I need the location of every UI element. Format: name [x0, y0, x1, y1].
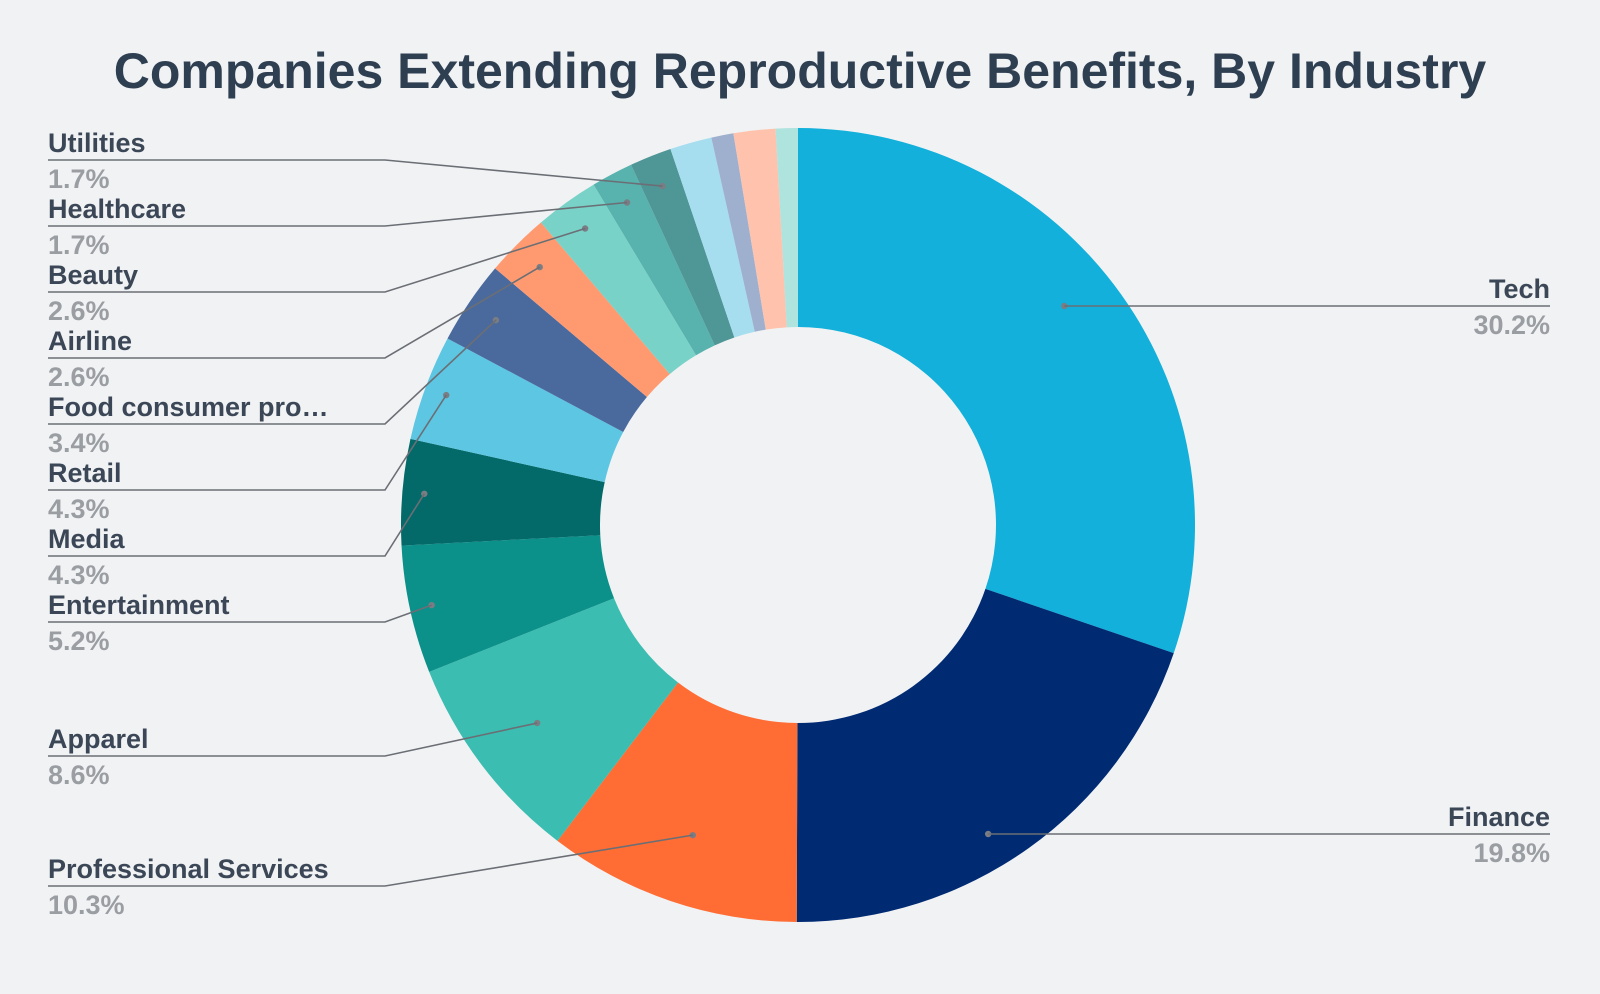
slice-media	[401, 438, 605, 546]
slice-value-media: 4.3%	[48, 560, 110, 590]
leader-line-professional-services	[48, 834, 693, 887]
slice-apparel	[429, 598, 679, 841]
slice-value-airline: 2.6%	[48, 362, 110, 392]
slice-slice-12	[670, 137, 755, 338]
slice-label-finance: Finance	[1448, 802, 1550, 832]
leader-line-beauty	[48, 227, 586, 293]
slice-label-retail: Retail	[48, 458, 122, 488]
leader-lines	[48, 159, 1550, 887]
slice-label-airline: Airline	[48, 326, 132, 356]
slice-label-tech: Tech	[1489, 274, 1550, 304]
leader-line-apparel	[48, 722, 538, 757]
slice-value-utilities: 1.7%	[48, 164, 110, 194]
slice-value-tech: 30.2%	[1473, 310, 1550, 340]
slice-value-beauty: 2.6%	[48, 296, 110, 326]
slice-label-professional-services: Professional Services	[48, 854, 329, 884]
leader-line-retail	[48, 394, 447, 491]
slice-value-entertainment: 5.2%	[48, 626, 110, 656]
donut-slices	[401, 128, 1195, 923]
slice-value-healthcare: 1.7%	[48, 230, 110, 260]
slice-slice-14	[733, 128, 787, 330]
slice-label-beauty: Beauty	[48, 260, 138, 290]
leader-line-airline	[48, 266, 541, 359]
slice-professional-services	[557, 682, 798, 922]
slice-label-apparel: Apparel	[48, 724, 149, 754]
slice-entertainment	[401, 535, 615, 672]
slice-value-food-consumer-pro: 3.4%	[48, 428, 110, 458]
leader-line-entertainment	[48, 604, 432, 623]
slice-label-utilities: Utilities	[48, 128, 146, 158]
slice-healthcare	[593, 164, 715, 356]
slice-slice-13	[711, 133, 766, 332]
slice-label-entertainment: Entertainment	[48, 590, 230, 620]
slice-tech	[798, 128, 1195, 654]
slice-food-consumer-pro	[447, 268, 647, 432]
slice-value-professional-services: 10.3%	[48, 890, 125, 920]
slice-label-media: Media	[48, 524, 126, 554]
leader-line-healthcare	[48, 201, 628, 227]
chart-title: Companies Extending Reproductive Benefit…	[114, 43, 1487, 99]
slice-value-retail: 4.3%	[48, 494, 110, 524]
leader-line-food-consumer-pro	[48, 319, 497, 425]
slice-label-healthcare: Healthcare	[48, 194, 186, 224]
slice-value-finance: 19.8%	[1473, 838, 1550, 868]
slice-retail	[410, 338, 624, 483]
slice-label-food-consumer-pro: Food consumer pro…	[48, 392, 329, 422]
slice-labels: Tech 30.2% Finance 19.8% Professional Servic…	[48, 128, 1550, 920]
slice-utilities	[631, 149, 735, 346]
slice-finance	[796, 588, 1174, 923]
leader-line-media	[48, 493, 425, 557]
slice-value-apparel: 8.6%	[48, 760, 110, 790]
slice-beauty	[540, 184, 697, 375]
leader-line-utilities	[48, 159, 663, 187]
slice-slice-15	[775, 128, 798, 328]
